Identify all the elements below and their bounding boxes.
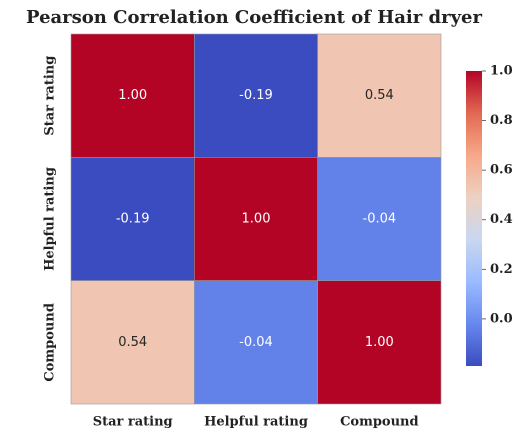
cell-label: 0.54 [118, 335, 147, 350]
y-tick-label: Compound [43, 303, 58, 382]
colorbar [466, 71, 482, 366]
cell-label: 1.00 [365, 335, 394, 350]
x-tick-label: Compound [340, 415, 419, 430]
chart-title: Pearson Correlation Coefficient of Hair … [26, 7, 482, 28]
cell-label: 1.00 [118, 88, 147, 103]
heatmap-cell [70, 33, 195, 158]
cell-label: -0.04 [239, 335, 273, 350]
heatmap-cell [194, 157, 318, 281]
heatmap-cell [317, 280, 442, 405]
colorbar-tick-label: 1.0 [490, 64, 513, 79]
cell-label: 1.00 [242, 212, 271, 227]
y-tick-label: Helpful rating [43, 167, 58, 271]
x-tick-label: Star rating [93, 415, 173, 430]
heatmap-cell [317, 33, 442, 158]
heatmap-cell [70, 157, 195, 281]
cell-label: -0.19 [116, 212, 150, 227]
heatmap-cell [70, 280, 195, 405]
colorbar-tick-label: 0.4 [490, 212, 513, 227]
heatmap-cell [194, 33, 318, 158]
x-tick-label: Helpful rating [204, 415, 308, 430]
cell-label: 0.54 [365, 88, 394, 103]
colorbar-tick-label: 0.2 [490, 262, 513, 277]
cell-label: -0.19 [239, 88, 273, 103]
colorbar-tick-label: 0.8 [490, 113, 513, 128]
heatmap-cell [194, 280, 318, 405]
cell-label: -0.04 [363, 212, 397, 227]
heatmap-cell [317, 157, 442, 281]
y-tick-label: Star rating [43, 56, 58, 136]
colorbar-tick-label: 0.6 [490, 163, 513, 178]
colorbar-tick-label: 0.0 [490, 311, 513, 326]
